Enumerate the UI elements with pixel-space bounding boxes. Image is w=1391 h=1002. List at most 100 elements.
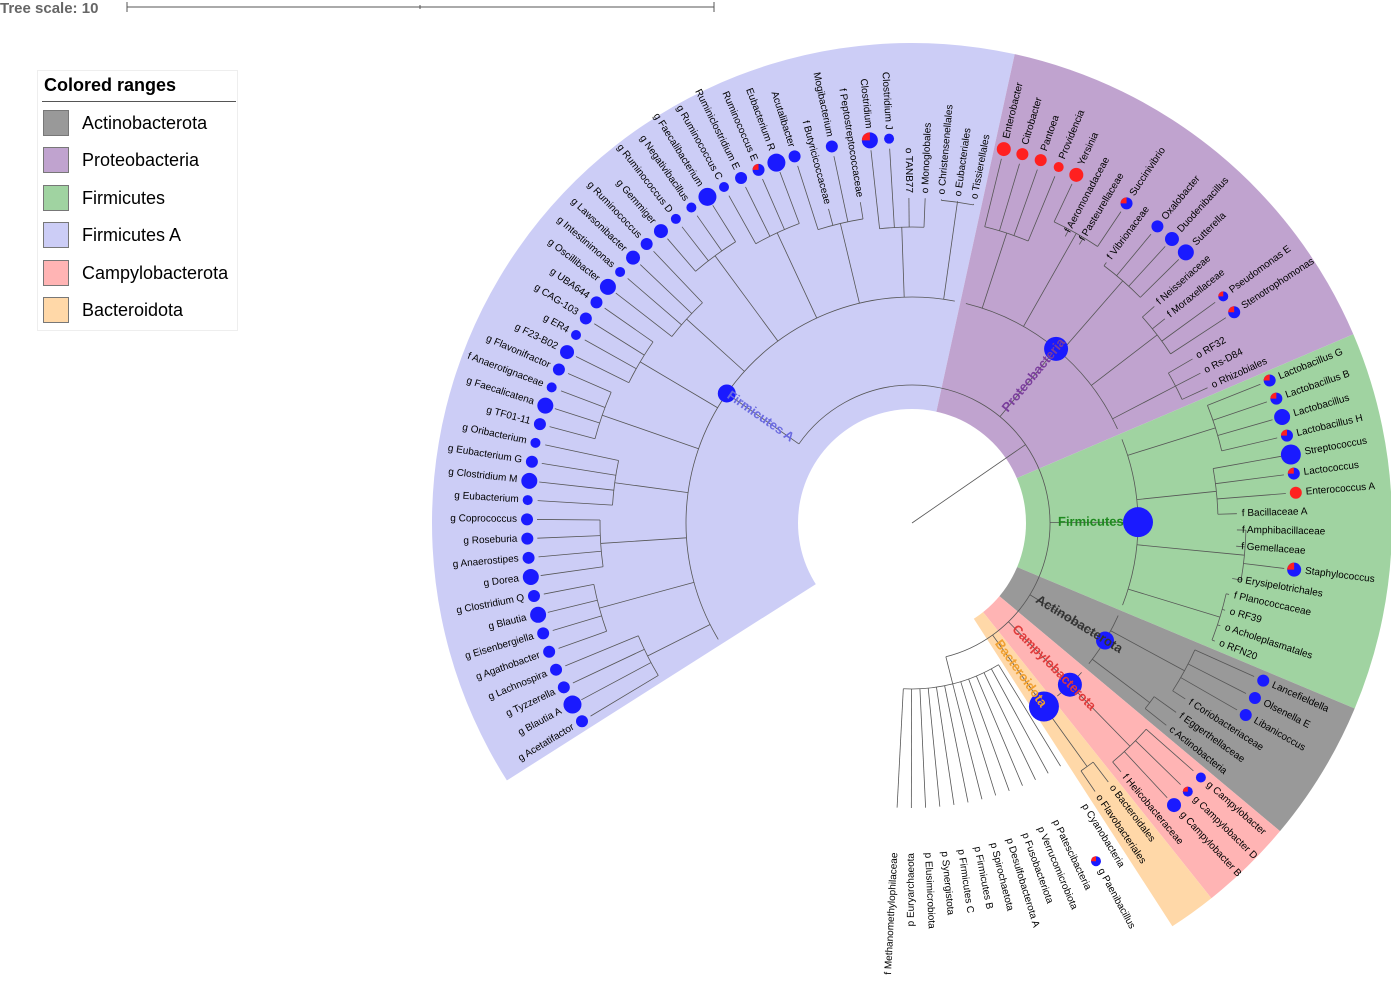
leaf-marker-blue bbox=[522, 551, 535, 564]
leaf-branch bbox=[762, 178, 785, 230]
leaf-branch bbox=[1097, 211, 1122, 247]
legend-swatch bbox=[43, 260, 69, 286]
leaf-marker-red-slice bbox=[1280, 429, 1287, 436]
leaf-label-p-euryarchaeota: p Euryarchaeota bbox=[906, 853, 917, 927]
subclade-arc bbox=[1053, 221, 1098, 247]
leaf-branch bbox=[1170, 317, 1227, 355]
leaf-branch bbox=[728, 195, 757, 244]
legend-swatch bbox=[43, 185, 69, 211]
leaf-marker-red-slice bbox=[1228, 306, 1235, 313]
leaf-branch bbox=[1027, 176, 1056, 242]
leaf-branch bbox=[538, 550, 602, 558]
subclade-arc bbox=[879, 226, 925, 230]
legend-title: Colored ranges bbox=[44, 75, 177, 95]
leaf-branch bbox=[1226, 593, 1230, 595]
subclade-stem bbox=[686, 318, 745, 372]
leaf-marker-blue bbox=[533, 418, 546, 431]
leaf-marker-red bbox=[1069, 167, 1084, 182]
leaf-branch bbox=[1124, 751, 1168, 799]
leaf-marker-red bbox=[996, 142, 1011, 157]
leaf-branch bbox=[1172, 690, 1186, 700]
clade-stem bbox=[1008, 621, 1071, 685]
subclade-stem bbox=[1069, 684, 1131, 747]
subclade-arc bbox=[1211, 593, 1227, 641]
legend: Colored ranges Actinobacterota Proteobac… bbox=[37, 70, 238, 331]
leaf-marker-blue bbox=[1195, 772, 1206, 783]
legend-item-actinobacterota: Actinobacterota bbox=[43, 110, 233, 138]
outgroup-branch bbox=[944, 685, 969, 803]
leaf-marker-red-slice bbox=[1218, 291, 1224, 297]
leaf-branch bbox=[581, 662, 652, 701]
leaf-marker-red-slice bbox=[861, 132, 870, 141]
leaf-branch bbox=[1194, 649, 1255, 677]
leaf-branch bbox=[1080, 770, 1096, 792]
leaf-marker-blue bbox=[571, 330, 582, 341]
scale-bar: Tree scale: 10 bbox=[0, 0, 715, 17]
subclade-stem bbox=[981, 232, 1008, 309]
leaf-branch bbox=[540, 566, 604, 576]
leaf-branch bbox=[833, 156, 849, 222]
leaf-branch bbox=[1152, 318, 1166, 330]
leaf-label-f-gemellaceae: f Gemellaceae bbox=[1241, 541, 1307, 557]
subclade-arc bbox=[941, 199, 974, 206]
outgroup-branch bbox=[975, 675, 1023, 786]
leaf-label-f-bacillaceae-a: f Bacillaceae A bbox=[1242, 506, 1308, 519]
leaf-marker-blue bbox=[522, 568, 539, 585]
leaf-label-g-paenibacillus: g Paenibacillus bbox=[1095, 867, 1137, 931]
subclade-stem bbox=[600, 537, 687, 544]
node-marker bbox=[1057, 672, 1082, 697]
leaf-branch bbox=[1217, 624, 1221, 627]
leaf-marker-blue bbox=[1167, 798, 1182, 813]
leaf-marker-red-slice bbox=[1270, 392, 1277, 399]
subclade-stem bbox=[1127, 427, 1216, 456]
leaf-branch bbox=[667, 238, 696, 272]
root-branch bbox=[911, 444, 1026, 524]
leaf-branch bbox=[1180, 677, 1238, 711]
leaf-branch bbox=[712, 205, 736, 242]
range-actinobacterota bbox=[912, 523, 1355, 832]
subclade-stem bbox=[776, 232, 818, 319]
subclade-arc bbox=[671, 302, 703, 337]
leaf-branch bbox=[1013, 169, 1038, 236]
leaf-branch bbox=[552, 615, 602, 631]
leaf-marker-blue bbox=[670, 213, 681, 224]
leaf-marker-blue bbox=[521, 472, 538, 489]
legend-swatch bbox=[43, 297, 69, 323]
leaf-branch bbox=[1116, 233, 1152, 276]
leaf-marker-blue bbox=[521, 532, 534, 545]
leaf-marker-blue bbox=[530, 606, 547, 623]
leaf-marker-blue bbox=[557, 681, 570, 694]
subclade-stem bbox=[639, 361, 718, 409]
legend-item-firmicutes: Firmicutes bbox=[43, 185, 233, 213]
subclade-stem bbox=[1060, 280, 1124, 353]
subclade-stem bbox=[599, 581, 695, 609]
outgroup-branch bbox=[919, 688, 927, 808]
subclade-stem bbox=[839, 223, 860, 304]
leaf-marker-red-slice bbox=[1287, 562, 1295, 570]
leaf-branch bbox=[594, 323, 645, 356]
leaf-branch bbox=[567, 373, 612, 393]
leaf-branch bbox=[1161, 301, 1216, 342]
leaf-branch bbox=[547, 599, 598, 613]
leaf-branch bbox=[1103, 262, 1107, 266]
scale-bar-title: Tree scale: 10 bbox=[0, 0, 98, 17]
legend-swatch bbox=[43, 222, 69, 248]
leaf-marker-blue bbox=[522, 495, 533, 506]
leaf-marker-red-slice bbox=[1287, 467, 1294, 474]
leaf-branch bbox=[1212, 401, 1268, 421]
leaf-markers bbox=[521, 132, 1302, 867]
leaf-branch bbox=[541, 462, 616, 476]
leaf-branch bbox=[999, 163, 1020, 231]
outgroup-branch bbox=[936, 687, 955, 805]
leaf-label-clostridium-j: Clostridium J bbox=[879, 72, 893, 130]
range-campylobacterota bbox=[912, 523, 1281, 899]
range-proteobacteria bbox=[912, 54, 1354, 524]
leaf-branch bbox=[572, 648, 645, 684]
leaf-marker-red bbox=[1289, 486, 1302, 499]
legend-label: Proteobacteria bbox=[82, 150, 200, 170]
legend-label: Firmicutes bbox=[82, 188, 166, 208]
leaf-branch bbox=[870, 150, 881, 229]
leaf-marker-red-slice bbox=[1263, 374, 1270, 381]
leaf-marker-blue bbox=[1257, 674, 1270, 687]
subclade-arc bbox=[1172, 649, 1196, 692]
